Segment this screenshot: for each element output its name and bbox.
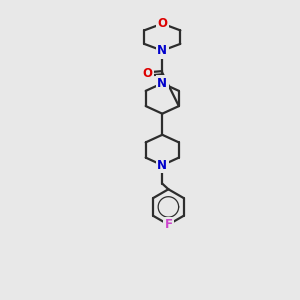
Text: N: N xyxy=(157,44,167,57)
Text: N: N xyxy=(157,159,167,172)
Text: O: O xyxy=(142,68,152,80)
Text: N: N xyxy=(157,77,167,90)
Text: O: O xyxy=(157,17,167,30)
Text: F: F xyxy=(164,218,172,231)
